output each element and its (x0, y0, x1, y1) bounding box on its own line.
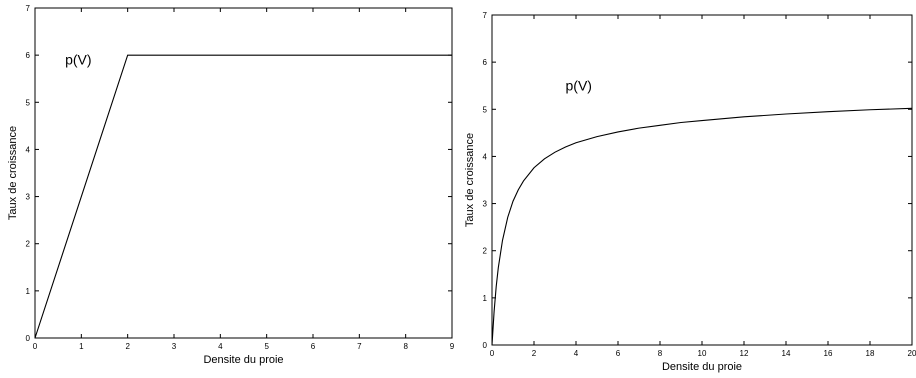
x-tick-label: 20 (908, 349, 916, 358)
x-tick-label: 8 (403, 342, 408, 351)
series-line (491, 107, 913, 346)
y-tick-label: 0 (26, 334, 31, 343)
x-tick-label: 7 (357, 342, 362, 351)
x-tick-label: 9 (450, 342, 455, 351)
x-tick-label: 4 (574, 349, 579, 358)
series-line (34, 54, 452, 339)
x-tick-label: 12 (740, 349, 749, 358)
plot-frame (491, 14, 913, 346)
y-tick-label: 7 (26, 4, 31, 13)
curve-annotation: p(V) (566, 77, 592, 93)
x-tick-label: 0 (490, 349, 495, 358)
x-tick-label: 1 (79, 342, 84, 351)
y-tick-label: 3 (483, 200, 488, 209)
x-axis-label: Densite du proie (662, 361, 742, 373)
y-tick-label: 3 (26, 193, 31, 202)
x-tick-label: 4 (218, 342, 223, 351)
x-tick-label: 2 (532, 349, 537, 358)
x-tick-label: 2 (125, 342, 130, 351)
y-axis-label: Taux de croissance (7, 126, 19, 220)
y-tick-label: 2 (483, 247, 488, 256)
y-tick-label: 4 (483, 152, 488, 161)
x-tick-label: 6 (616, 349, 621, 358)
x-tick-label: 0 (33, 342, 38, 351)
x-tick-label: 5 (264, 342, 269, 351)
y-tick-label: 7 (483, 11, 488, 20)
y-tick-label: 5 (26, 98, 31, 107)
y-tick-label: 1 (26, 287, 31, 296)
x-tick-label: 8 (658, 349, 663, 358)
y-tick-label: 5 (483, 105, 488, 114)
y-tick-label: 6 (483, 58, 488, 67)
x-tick-label: 14 (782, 349, 791, 358)
x-tick-label: 10 (698, 349, 707, 358)
y-tick-label: 6 (26, 51, 31, 60)
x-axis-label: Densite du proie (203, 354, 283, 366)
plot-frame (34, 7, 453, 339)
x-tick-label: 18 (866, 349, 875, 358)
x-tick-label: 16 (824, 349, 833, 358)
y-tick-label: 2 (26, 240, 31, 249)
curve-annotation: p(V) (65, 52, 91, 68)
y-tick-label: 4 (26, 145, 31, 154)
x-tick-label: 3 (172, 342, 177, 351)
y-axis-label: Taux de croissance (464, 133, 476, 227)
x-tick-label: 6 (311, 342, 316, 351)
y-tick-label: 0 (483, 341, 488, 350)
y-tick-label: 1 (483, 294, 488, 303)
